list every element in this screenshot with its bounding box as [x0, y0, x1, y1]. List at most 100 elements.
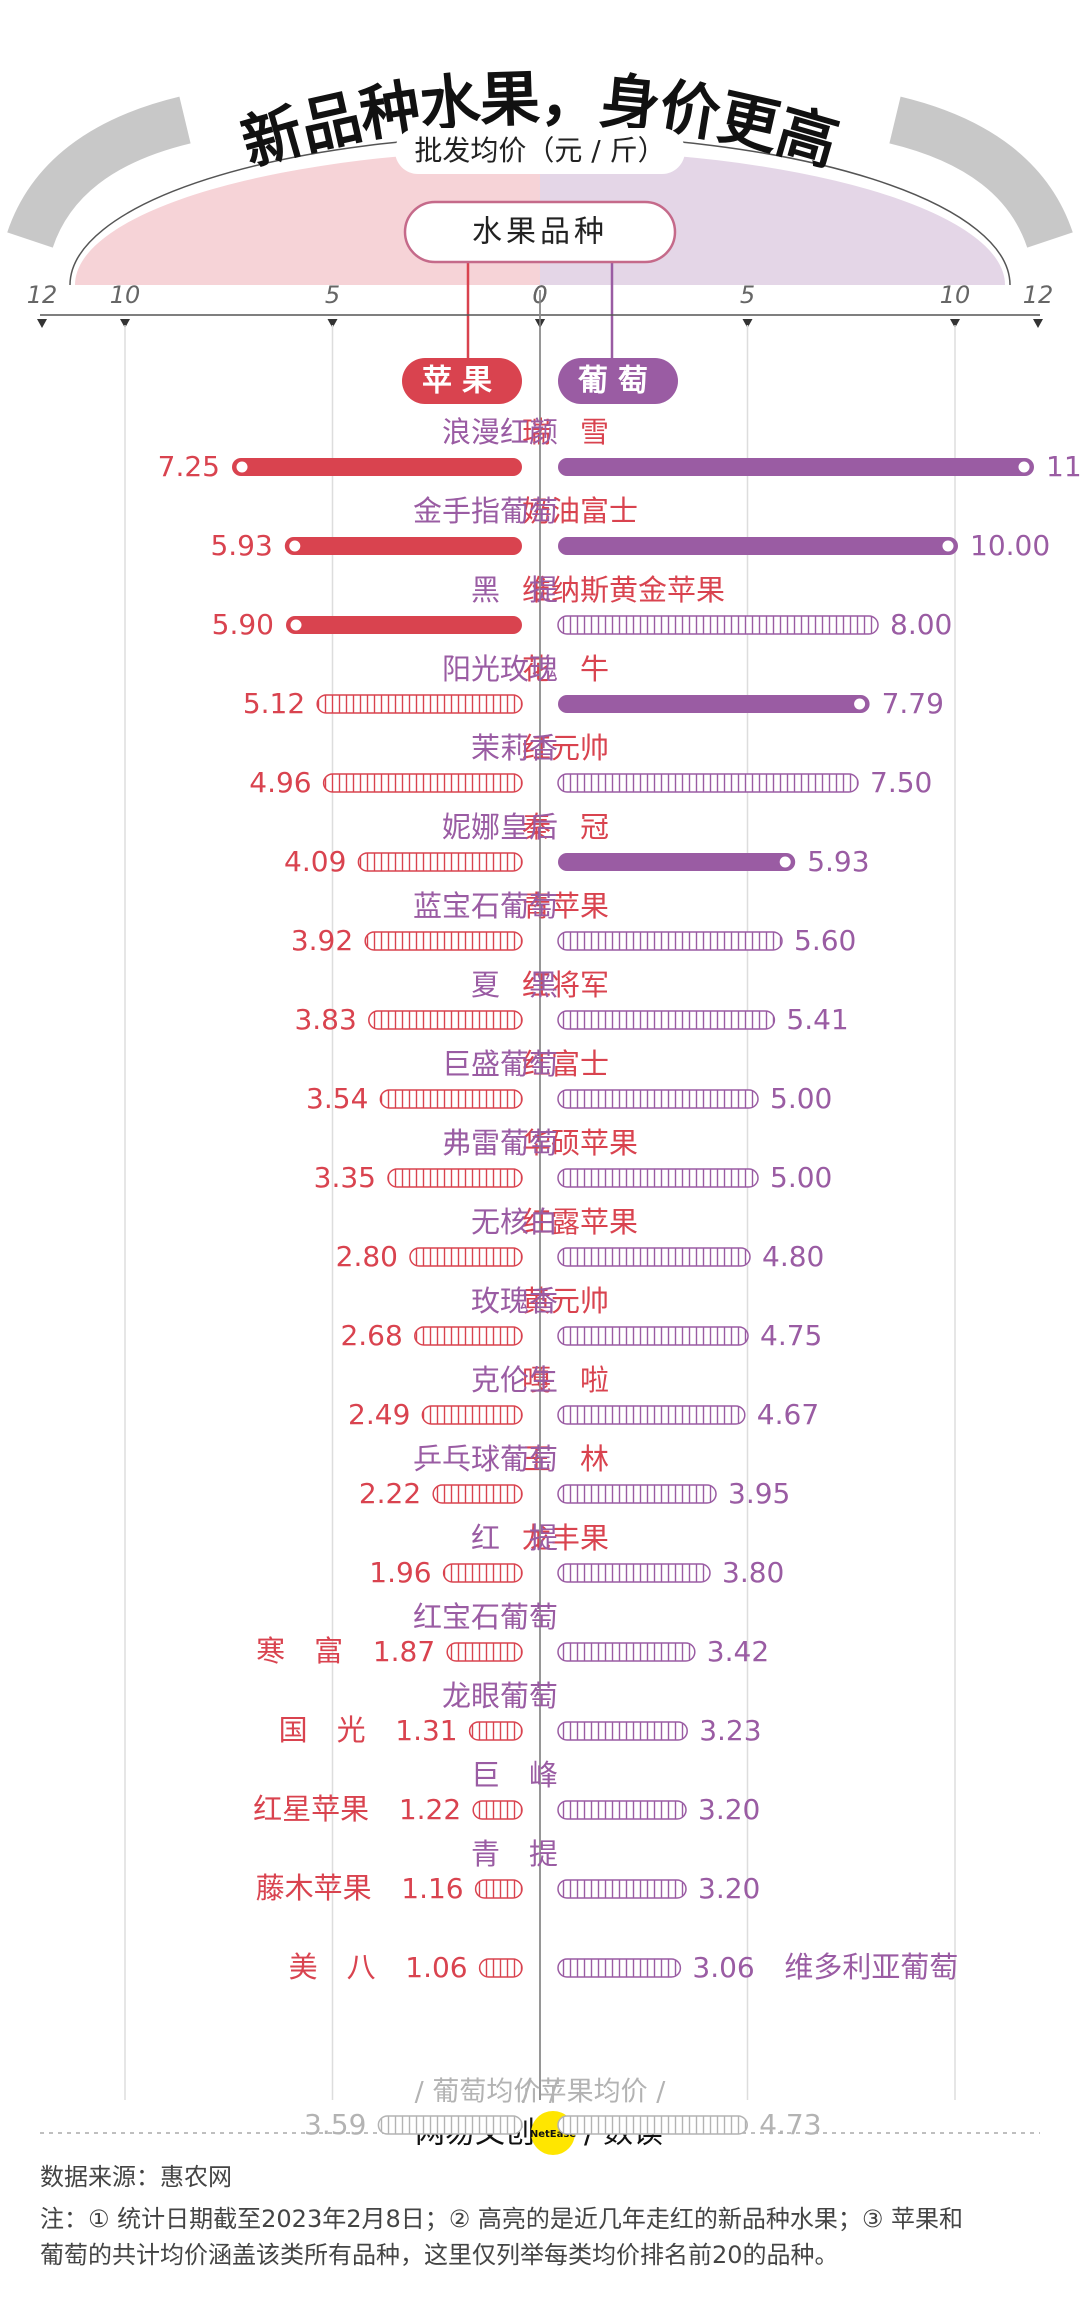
bar: [557, 1168, 759, 1188]
category-label: 乒乓球葡萄: [413, 1442, 558, 1476]
category-label: 青苹果: [522, 889, 609, 923]
value-label: 4.80: [762, 1240, 824, 1273]
value-label: 5.60: [794, 924, 856, 957]
category-label: 藤木苹果: [256, 1871, 372, 1905]
value-label: 1.87: [373, 1635, 435, 1668]
value-label: 1.31: [395, 1714, 457, 1747]
note-line: 葡萄的共计均价涵盖该类所有品种，这里仅列举每类均价排名前20的品种。: [40, 2241, 839, 2269]
category-label: 红宝石葡萄: [413, 1600, 558, 1634]
bar: [557, 1010, 776, 1030]
legend-label: 苹果: [422, 364, 502, 399]
bar: [286, 616, 522, 634]
bar: [284, 537, 522, 555]
bar: [558, 695, 870, 713]
bar: [468, 1721, 523, 1741]
value-label: 1.22: [399, 1793, 461, 1826]
x-tick-mark: [327, 319, 338, 328]
bar: [414, 1326, 523, 1346]
bar: [557, 1563, 711, 1583]
x-tick-label: 12: [1023, 281, 1054, 309]
bar: [478, 1958, 523, 1978]
category-label: 妮娜皇后: [442, 810, 558, 844]
bar: [557, 1089, 759, 1109]
category-label: 龙眼葡萄: [442, 1679, 558, 1713]
bar-end-dot: [289, 540, 301, 552]
value-label: 3.80: [722, 1556, 784, 1589]
category-label: 华硕苹果: [522, 1126, 638, 1160]
value-label: 3.54: [306, 1082, 368, 1115]
bar: [316, 694, 523, 714]
category-label: 浪漫红颜: [442, 415, 558, 449]
average-label: / 葡萄均价 /: [415, 2077, 559, 2108]
bar: [232, 458, 522, 476]
category-label: 瑞 雪: [522, 415, 609, 449]
value-label: 2.22: [359, 1477, 421, 1510]
value-label: 3.20: [698, 1793, 760, 1826]
category-label: 巨盛葡萄: [442, 1047, 558, 1081]
bar-end-dot: [1018, 461, 1030, 473]
bar-end-dot: [942, 540, 954, 552]
category-label: 奶油富士: [522, 494, 638, 528]
value-label: 5.93: [807, 845, 869, 878]
x-tick-label: 12: [27, 281, 58, 309]
category-label: 夏 黑: [471, 968, 558, 1002]
note-line: 注：① 统计日期截至2023年2月8日；② 高亮的是近几年走红的新品种水果；③ …: [40, 2205, 963, 2233]
category-label: 红星苹果: [253, 1792, 369, 1826]
value-label: 4.67: [757, 1398, 819, 1431]
value-label: 5.41: [786, 1003, 848, 1036]
value-label: 4.96: [249, 766, 311, 799]
category-label: 克伦生: [471, 1363, 558, 1397]
axis-label-pill: [395, 128, 685, 174]
category-label: 红元帅: [522, 731, 609, 765]
value-label: 3.35: [314, 1161, 376, 1194]
value-label: 7.25: [158, 450, 220, 483]
category-label: 无核白: [471, 1205, 558, 1239]
legend-label: 葡萄: [578, 364, 658, 399]
value-label: 1.16: [401, 1872, 463, 1905]
axis-label: 批发均价（元 / 斤）: [414, 134, 665, 167]
category-label: 嘎 啦: [522, 1363, 609, 1397]
bar: [557, 1484, 717, 1504]
x-tick-mark: [950, 319, 960, 328]
value-label: 10.00: [970, 529, 1050, 562]
value-label: 3.20: [698, 1872, 760, 1905]
value-label: 3.06: [692, 1951, 754, 1984]
value-label: 5.93: [210, 529, 272, 562]
value-label: 11.90: [1046, 450, 1080, 483]
x-tick-mark: [742, 319, 753, 328]
value-label: 1.06: [405, 1951, 467, 1984]
category-label: 维多利亚葡萄: [784, 1950, 958, 1984]
center-label-box: [403, 200, 677, 264]
value-label: 7.50: [870, 766, 932, 799]
category-label: 红富士: [522, 1047, 609, 1081]
category-label: 黑 提: [471, 573, 558, 607]
category-label: 王 林: [522, 1442, 609, 1476]
category-label: 巨 峰: [471, 1758, 558, 1792]
bar: [557, 1800, 687, 1820]
bar: [472, 1800, 523, 1820]
value-label: 8.00: [890, 608, 952, 641]
x-tick-label: 5: [740, 281, 755, 309]
value-label: 2.68: [340, 1319, 402, 1352]
x-tick-label: 10: [110, 281, 141, 309]
legend-tag: [558, 358, 678, 404]
bar: [379, 1089, 523, 1109]
bar: [557, 1958, 682, 1978]
bar-end-dot: [236, 461, 248, 473]
value-label: 3.83: [294, 1003, 356, 1036]
value-label: 4.09: [284, 845, 346, 878]
bar: [409, 1247, 523, 1267]
bar: [557, 1879, 687, 1899]
value-label: 3.95: [728, 1477, 790, 1510]
value-label: 3.92: [291, 924, 353, 957]
category-label: 茉莉香: [471, 731, 558, 765]
average-value-label: 4.73: [759, 2108, 821, 2141]
x-tick-mark: [120, 319, 130, 328]
value-label: 5.12: [243, 687, 305, 720]
category-label: 阳光玫瑰: [442, 652, 558, 686]
bar: [557, 1405, 746, 1425]
bar: [322, 773, 523, 793]
value-label: 3.23: [699, 1714, 761, 1747]
category-label: 红 提: [471, 1521, 558, 1555]
